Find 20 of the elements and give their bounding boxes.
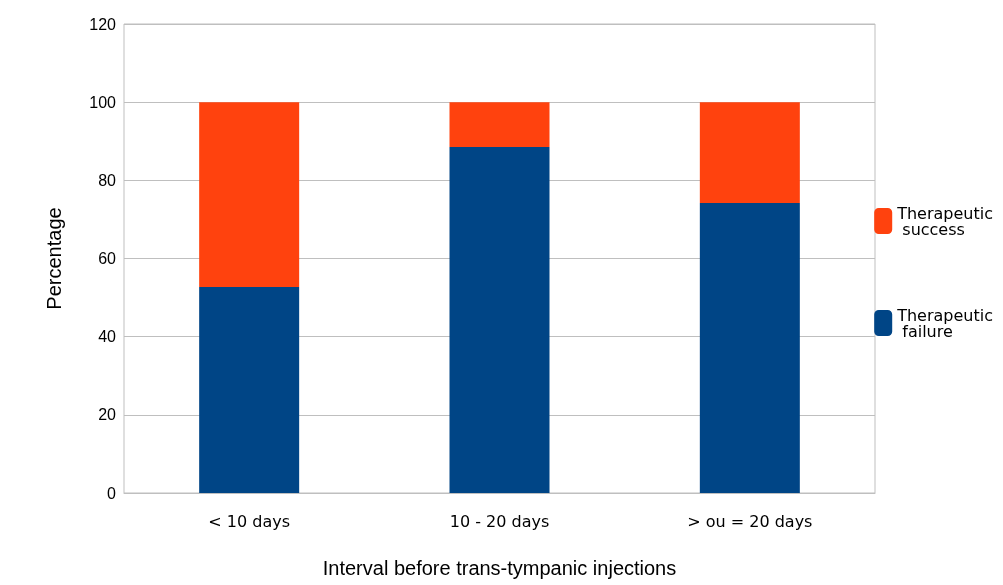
bar	[699, 203, 800, 493]
bar	[699, 102, 800, 203]
legend-label: Therapeutic failure	[896, 305, 993, 341]
y-tick-label: 100	[89, 93, 117, 111]
bar	[199, 102, 300, 288]
legend-label: Therapeutic success	[896, 203, 993, 239]
x-axis-title: Interval before trans-tympanic injections	[322, 557, 677, 579]
y-tick-label: 120	[89, 15, 117, 33]
y-tick-label: 40	[98, 328, 117, 346]
x-tick-label: > ou = 20 days	[687, 511, 813, 531]
x-tick-label: 10 - 20 days	[449, 511, 550, 531]
x-tick-label: < 10 days	[208, 511, 291, 531]
y-tick-label: 80	[98, 171, 117, 189]
y-axis-title: Percentage	[43, 207, 65, 310]
y-tick-label: 0	[107, 484, 117, 502]
y-tick-label: 20	[98, 406, 117, 424]
bar	[449, 147, 550, 493]
bar	[449, 102, 550, 148]
bar	[199, 287, 300, 493]
y-tick-label: 60	[98, 250, 117, 267]
